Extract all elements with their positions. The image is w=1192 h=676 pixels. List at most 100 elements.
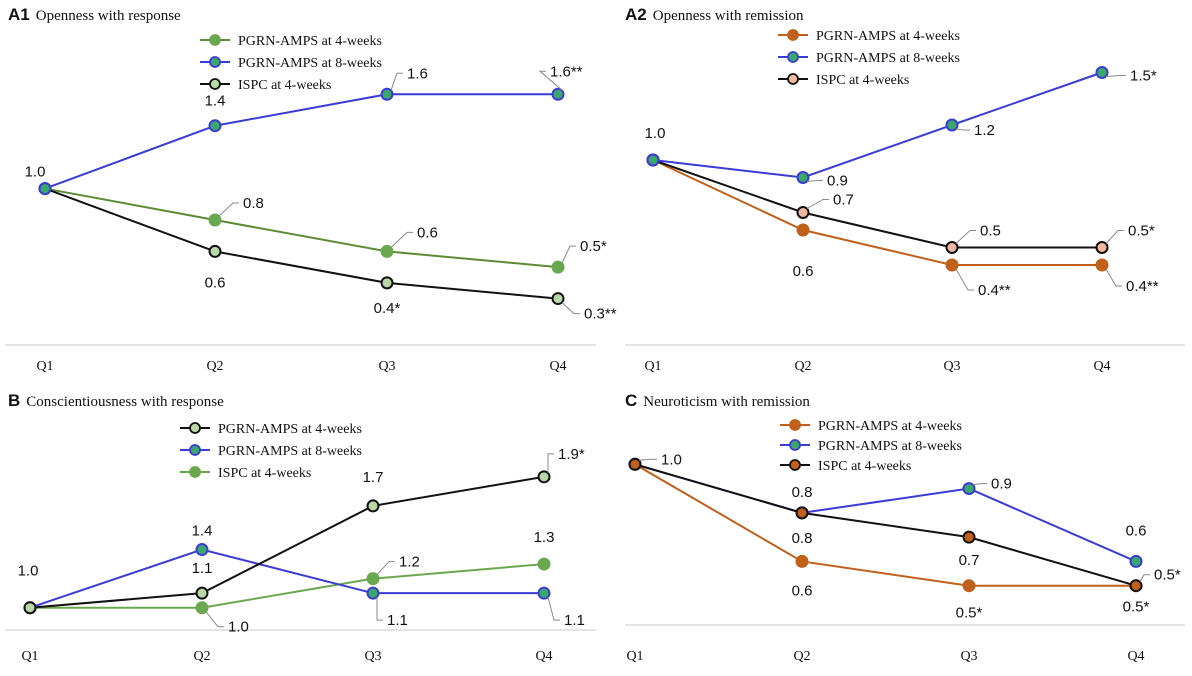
data-label: 0.9	[991, 476, 1012, 493]
series-line	[634, 463, 1136, 587]
x-tick-label: Q1	[644, 359, 661, 374]
data-point	[195, 586, 209, 600]
data-point	[38, 182, 52, 196]
legend-entry: PGRN-AMPS at 8-weeks	[180, 444, 362, 459]
data-point	[195, 601, 209, 615]
data-label: 0.6	[793, 263, 814, 280]
panel-letter: A2	[625, 5, 647, 24]
legend-marker	[209, 78, 221, 90]
label-leader	[955, 268, 974, 291]
x-tick-label: Q4	[1093, 359, 1110, 374]
legend: PGRN-AMPS at 4-weeks PGRN-AMPS at 8-weeks…	[778, 29, 960, 88]
data-label: 0.3**	[584, 306, 617, 323]
data-point	[962, 482, 976, 496]
data-point	[945, 241, 959, 254]
data-point	[795, 554, 809, 568]
data-label: 1.0	[18, 563, 39, 580]
data-label: 0.7	[833, 192, 854, 209]
data-label: 0.5*	[956, 605, 983, 622]
panel-title: A2 Openness with remission	[625, 5, 804, 24]
label-leader	[955, 230, 976, 244]
x-tick-label: Q2	[193, 649, 210, 664]
series-line	[29, 548, 544, 609]
data-label: 1.1	[564, 612, 585, 629]
data-point	[962, 530, 976, 544]
label-leader	[376, 597, 383, 621]
data-label: 1.7	[363, 469, 384, 486]
data-label: 1.3	[534, 529, 555, 546]
data-point	[795, 506, 809, 520]
label-leader	[638, 458, 657, 461]
panel-title-text: Openness with response	[36, 8, 181, 24]
series-2	[628, 457, 1143, 593]
panel-c: C Neuroticism with remission Q1 Q2 Q3 Q4 0.6 0.…	[625, 391, 1185, 664]
series-1	[646, 66, 1109, 184]
data-point	[366, 572, 380, 586]
label-leader	[218, 202, 239, 217]
label-leader	[1105, 268, 1122, 287]
data-label: 1.4	[192, 523, 213, 540]
data-label: 0.9	[827, 173, 848, 190]
legend: PGRN-AMPS at 4-weeks PGRN-AMPS at 8-weeks…	[780, 419, 962, 474]
legend-entry: ISPC at 4-weeks	[200, 78, 331, 93]
panel-a2: A2 Openness with remission Q1 Q2 Q3 Q4 0.6 0.4*…	[625, 5, 1185, 374]
label-leader	[806, 180, 823, 182]
legend-label: PGRN-AMPS at 8-weeks	[238, 56, 382, 71]
data-label: 0.5*	[580, 238, 607, 255]
panel-title: B Conscientiousness with response	[8, 391, 224, 410]
legend-label: ISPC at 4-weeks	[816, 73, 909, 88]
label-leader	[205, 611, 224, 628]
series-line	[29, 475, 545, 609]
series-line	[634, 463, 1137, 563]
label-leader	[561, 245, 576, 264]
x-tick-label: Q3	[960, 649, 977, 664]
data-point	[1095, 241, 1109, 254]
series-1	[628, 457, 1143, 568]
label-leader	[1105, 75, 1126, 77]
data-point	[796, 206, 810, 219]
legend-marker	[189, 422, 201, 434]
x-tick-label: Q2	[793, 649, 810, 664]
data-label: 1.0	[661, 451, 682, 468]
x-tick-label: Q1	[36, 359, 53, 374]
data-label: 1.0	[645, 125, 666, 142]
data-point	[945, 258, 959, 272]
x-tick-label: Q4	[1127, 649, 1144, 664]
data-label: 0.4**	[1126, 278, 1159, 295]
legend-label: ISPC at 4-weeks	[218, 466, 311, 481]
label-leader	[376, 561, 395, 575]
data-point	[628, 457, 642, 471]
data-point	[537, 557, 551, 571]
data-label: 0.4*	[374, 300, 401, 317]
legend-label: PGRN-AMPS at 8-weeks	[218, 444, 362, 459]
legend: PGRN-AMPS at 4-weeks PGRN-AMPS at 8-weeks…	[180, 422, 362, 481]
data-point	[380, 276, 394, 290]
label-leader	[1105, 230, 1124, 244]
data-point	[1129, 554, 1143, 568]
label-leader	[538, 70, 563, 91]
data-point	[380, 87, 394, 101]
label-leader	[547, 597, 560, 621]
series-line	[652, 159, 1102, 249]
series-line	[634, 463, 1137, 587]
legend-entry: PGRN-AMPS at 4-weeks	[180, 422, 362, 437]
panel-letter: C	[625, 391, 637, 410]
data-label: 1.1	[387, 612, 408, 629]
data-point	[380, 244, 394, 258]
legend-marker	[189, 466, 201, 478]
legend-entry: ISPC at 4-weeks	[780, 459, 911, 474]
legend-marker	[209, 56, 221, 68]
data-label: 0.5*	[1123, 599, 1150, 616]
legend-marker	[787, 73, 799, 85]
legend-marker	[787, 29, 799, 41]
x-tick-label: Q4	[535, 649, 552, 664]
legend-entry: ISPC at 4-weeks	[180, 466, 311, 481]
data-label: 0.4**	[978, 282, 1011, 299]
data-label: 1.5*	[1130, 68, 1157, 85]
x-tick-label: Q3	[364, 649, 381, 664]
label-leader	[547, 453, 554, 473]
legend-label: PGRN-AMPS at 8-weeks	[816, 51, 960, 66]
data-point	[208, 119, 222, 133]
legend-entry: ISPC at 4-weeks	[778, 73, 909, 88]
data-point	[796, 171, 810, 184]
